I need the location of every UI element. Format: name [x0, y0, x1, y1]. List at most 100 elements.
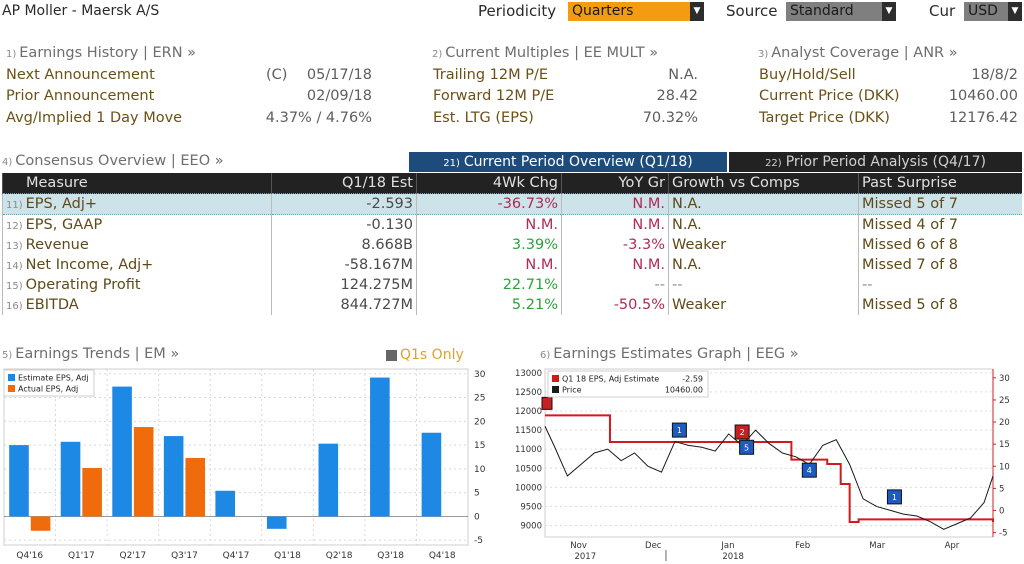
periodicity-dropdown[interactable]: Quarters ▼ — [568, 2, 704, 21]
x-tick-label: Feb — [795, 541, 810, 551]
chart-legend: Q1 18 EPS, Adj Estimate -2.59 Price 10460.0… — [547, 370, 709, 398]
col-surprise[interactable]: Past Surprise — [858, 173, 1022, 194]
consensus-overview-header[interactable]: 4) Consensus Overview | EEO » — [2, 153, 224, 169]
y-tick-label: 25 — [474, 394, 485, 404]
row-measure: EPS, GAAP — [25, 217, 103, 233]
x-tick-label: Mar — [869, 541, 886, 551]
source-value: Standard — [786, 2, 882, 21]
earnings-history-header[interactable]: 1) Earnings History | ERN » — [6, 45, 197, 61]
x-tick-label: Q4'18 — [429, 551, 456, 561]
periodicity-value: Quarters — [568, 2, 690, 21]
table-row[interactable]: 13) Revenue 8.668B 3.39% -3.3% Weaker Mis… — [2, 235, 1022, 255]
tab-current-period[interactable]: 21) Current Period Overview (Q1/18) — [409, 152, 727, 172]
row-comps: Weaker — [668, 235, 859, 255]
row-est: 8.668B — [271, 235, 417, 255]
legend-label: Price — [562, 386, 582, 395]
x-tick-label: Q2'18 — [326, 551, 353, 561]
chevron-down-icon[interactable]: ▼ — [1008, 2, 1022, 21]
x-tick-label: Q4'17 — [223, 551, 250, 561]
source-label: Source — [726, 2, 778, 20]
legend-swatch — [552, 375, 559, 382]
row-est: 124.275M — [271, 275, 417, 295]
table-row[interactable]: 11) EPS, Adj+ -2.593 -36.73% N.M. N.A. Mi… — [2, 193, 1022, 215]
current-multiples-header[interactable]: 2) Current Multiples | EE MULT » — [432, 45, 659, 61]
plot-area — [3, 368, 469, 546]
row-measure: EPS, Adj+ — [25, 196, 98, 212]
marker-label: 1 — [677, 426, 682, 435]
row-est: -0.130 — [271, 214, 417, 235]
event-marker: 5 — [739, 439, 755, 455]
currency-label: Cur — [929, 2, 956, 20]
col-est[interactable]: Q1/18 Est — [271, 173, 417, 194]
row-4wk: 3.39% — [416, 235, 562, 255]
col-comps[interactable]: Growth vs Comps — [668, 173, 859, 194]
col-yoy[interactable]: YoY Gr — [561, 173, 669, 194]
legend-value: -2.59 — [682, 375, 703, 384]
col-4wk[interactable]: 4Wk Chg — [416, 173, 562, 194]
left-tick-label: 12500 — [515, 388, 542, 398]
bar — [82, 467, 102, 517]
right-tick-label: 5 — [999, 484, 1004, 494]
earnings-trends-chart: -5 0 5 10 15 20 25 30 Q4'16 Q1'17 Q2'17 Q3'17 Q4'17 Q… — [3, 368, 486, 561]
currency-dropdown[interactable]: USD ▼ — [964, 2, 1022, 21]
left-tick-label: 10000 — [515, 483, 542, 493]
ac-label-target: Target Price (DKK) — [759, 110, 890, 126]
bar — [112, 386, 132, 517]
x-tick-label: Q4'16 — [16, 551, 43, 561]
left-tick-label: 12000 — [515, 407, 542, 417]
bar — [421, 432, 442, 517]
price-line — [544, 426, 994, 530]
security-title: AP Moller - Maersk A/S — [2, 3, 160, 19]
consensus-table: Measure Q1/18 Est 4Wk Chg YoY Gr Growth … — [2, 173, 1022, 315]
right-tick-label: 0 — [999, 506, 1004, 516]
ac-label-bhs: Buy/Hold/Sell — [759, 67, 856, 83]
bar — [163, 436, 184, 517]
row-surprise: -- — [858, 275, 1022, 295]
event-marker: 4 — [801, 462, 817, 478]
row-4wk: 5.21% — [416, 295, 562, 315]
ac-value-bhs: 18/8/2 — [971, 67, 1018, 83]
tab-prior-period[interactable]: 22) Prior Period Analysis (Q4/17) — [729, 152, 1022, 172]
col-measure[interactable]: Measure — [2, 173, 272, 194]
legend-box — [547, 370, 709, 398]
marker-box — [739, 439, 755, 455]
chevron-down-icon[interactable]: ▼ — [690, 2, 704, 21]
right-tick-label: 20 — [999, 418, 1010, 428]
row-measure: Operating Profit — [25, 277, 141, 293]
table-row[interactable]: 12) EPS, GAAP -0.130 N.M. N.M. N.A. Misse… — [2, 214, 1022, 235]
row-measure: Net Income, Adj+ — [25, 257, 154, 273]
cm-value-forward: 28.42 — [656, 88, 698, 104]
source-dropdown[interactable]: Standard ▼ — [786, 2, 896, 21]
row-4wk: N.M. — [416, 214, 562, 235]
earnings-graph-header[interactable]: 6) Earnings Estimates Graph | EEG » — [540, 346, 799, 362]
row-comps: Weaker — [668, 295, 859, 315]
x-tick-label: Q3'17 — [171, 551, 198, 561]
cm-value-ltg: 70.32% — [642, 110, 698, 126]
checkbox-icon[interactable] — [386, 349, 397, 361]
table-row[interactable]: 16) EBITDA 844.727M 5.21% -50.5% Weaker M… — [2, 295, 1022, 315]
analyst-coverage-header[interactable]: 3) Analyst Coverage | ANR » — [758, 45, 958, 61]
earnings-trends-header[interactable]: 5) Earnings Trends | EM » — [2, 346, 180, 362]
cm-value-trailing: N.A. — [668, 67, 698, 83]
table-row[interactable]: 14) Net Income, Adj+ -58.167M N.M. N.M. N… — [2, 255, 1022, 275]
chart-legend: Estimate EPS, Adj Actual EPS, Adj — [3, 369, 95, 397]
row-surprise: Missed 4 of 7 — [858, 214, 1022, 235]
q1s-only-toggle[interactable]: Q1s Only — [386, 347, 464, 363]
eh-label-prior: Prior Announcement — [6, 88, 155, 104]
y-tick-label: 20 — [474, 417, 486, 427]
table-row[interactable]: 15) Operating Profit 124.275M 22.71% -- -… — [2, 275, 1022, 295]
ac-value-price: 10460.00 — [948, 88, 1018, 104]
event-marker: 1 — [886, 489, 902, 505]
legend-label: Actual EPS, Adj — [18, 385, 78, 394]
chevron-down-icon[interactable]: ▼ — [882, 2, 896, 21]
left-tick-label: 13000 — [515, 369, 542, 379]
bar — [133, 427, 154, 517]
row-measure: EBITDA — [25, 297, 79, 313]
row-yoy: N.M. — [561, 255, 669, 275]
x-tick-label: Q3'18 — [377, 551, 404, 561]
row-yoy: -50.5% — [561, 295, 669, 315]
row-yoy: -- — [561, 275, 669, 295]
row-comps: N.A. — [668, 214, 859, 235]
cm-label-ltg: Est. LTG (EPS) — [433, 110, 534, 126]
legend-label: Estimate EPS, Adj — [18, 374, 89, 383]
